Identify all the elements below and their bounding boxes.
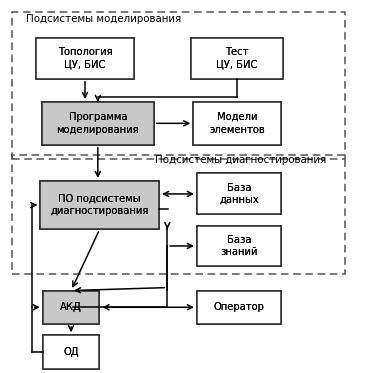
Text: База
знаний: База знаний: [220, 235, 258, 257]
Bar: [193, 102, 281, 145]
Text: Модели
элементов: Модели элементов: [209, 112, 265, 135]
Bar: [36, 38, 134, 79]
Text: АКД: АКД: [60, 302, 82, 312]
Text: ПО подсистемы
диагностирования: ПО подсистемы диагностирования: [51, 194, 149, 216]
Bar: [197, 291, 281, 324]
Bar: [43, 291, 99, 324]
Text: ОД: ОД: [63, 347, 79, 357]
Bar: [40, 181, 159, 229]
Text: Программа
моделирования: Программа моделирования: [57, 112, 139, 135]
Text: Топология
ЦУ, БИС: Топология ЦУ, БИС: [58, 47, 112, 69]
Text: Оператор: Оператор: [214, 302, 264, 312]
Bar: [12, 155, 345, 274]
Text: Оператор: Оператор: [214, 302, 264, 312]
Bar: [43, 335, 99, 369]
Text: Топология
ЦУ, БИС: Топология ЦУ, БИС: [58, 47, 112, 69]
Text: Модели
элементов: Модели элементов: [209, 112, 265, 135]
Bar: [197, 291, 281, 324]
Bar: [12, 12, 345, 159]
Text: Программа
моделирования: Программа моделирования: [57, 112, 139, 135]
Bar: [42, 102, 154, 145]
Bar: [197, 173, 281, 214]
Bar: [42, 102, 154, 145]
Bar: [197, 173, 281, 214]
Text: Тест
ЦУ, БИС: Тест ЦУ, БИС: [217, 47, 258, 69]
Bar: [197, 226, 281, 266]
Text: База
данных: База данных: [219, 183, 259, 205]
Text: Тест
ЦУ, БИС: Тест ЦУ, БИС: [217, 47, 258, 69]
Text: База
данных: База данных: [219, 183, 259, 205]
Bar: [36, 38, 134, 79]
Text: Подсистемы моделирования: Подсистемы моделирования: [26, 14, 181, 24]
Text: База
знаний: База знаний: [220, 235, 258, 257]
Bar: [43, 335, 99, 369]
Bar: [193, 102, 281, 145]
Text: Подсистемы диагностирования: Подсистемы диагностирования: [155, 155, 326, 165]
Text: АКД: АКД: [60, 302, 82, 312]
Bar: [43, 291, 99, 324]
Text: ОД: ОД: [63, 347, 79, 357]
Text: ПО подсистемы
диагностирования: ПО подсистемы диагностирования: [51, 194, 149, 216]
Bar: [197, 226, 281, 266]
Bar: [40, 181, 159, 229]
Bar: [191, 38, 283, 79]
Bar: [191, 38, 283, 79]
